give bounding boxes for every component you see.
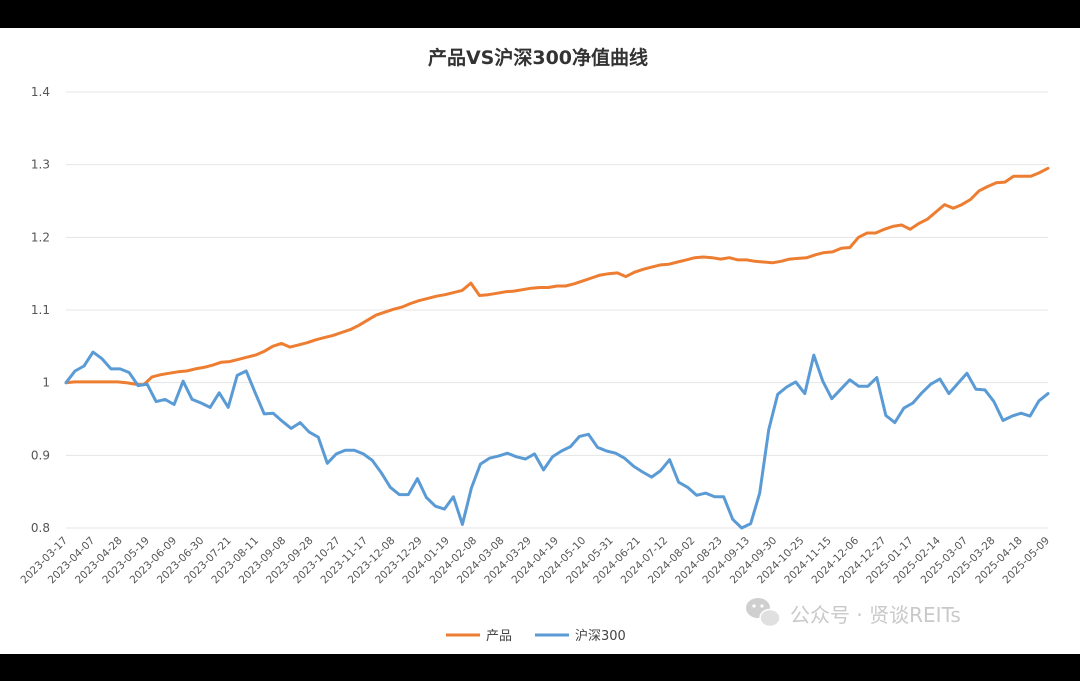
y-tick-label: 1.4 bbox=[31, 85, 50, 99]
legend-label-csi300: 沪深300 bbox=[575, 628, 626, 644]
chart-title: 产品VS沪深300净值曲线 bbox=[428, 46, 648, 69]
watermark-text: 公众号 · 贤谈REITs bbox=[790, 603, 961, 627]
y-tick-label: 1.1 bbox=[31, 303, 50, 317]
series-line-csi300 bbox=[64, 350, 1050, 530]
legend: 产品 沪深300 bbox=[446, 628, 626, 644]
y-tick-label: 1.2 bbox=[31, 230, 50, 244]
y-axis-ticks: 0.8 0.9 1 1.1 1.2 1.3 1.4 bbox=[31, 85, 50, 535]
x-axis-ticks: 2023-03-172023-04-072023-04-282023-05-19… bbox=[18, 534, 1052, 586]
y-tick-label: 0.9 bbox=[31, 448, 50, 462]
y-tick-label: 0.8 bbox=[31, 521, 50, 535]
line-chart: 产品VS沪深300净值曲线 0.8 0.9 1 1.1 1.2 1.3 1.4 2023-0… bbox=[18, 46, 1052, 644]
watermark: 公众号 · 贤谈REITs bbox=[746, 598, 961, 628]
y-tick-label: 1 bbox=[42, 376, 50, 390]
y-tick-label: 1.3 bbox=[31, 158, 50, 172]
series-line-product bbox=[64, 166, 1050, 387]
series-lines bbox=[64, 166, 1050, 530]
chart-screen: 产品VS沪深300净值曲线 0.8 0.9 1 1.1 1.2 1.3 1.4 2023-0… bbox=[0, 28, 1080, 654]
wechat-icon bbox=[746, 598, 781, 628]
grid-lines bbox=[66, 91, 1048, 529]
legend-label-product: 产品 bbox=[486, 629, 512, 644]
